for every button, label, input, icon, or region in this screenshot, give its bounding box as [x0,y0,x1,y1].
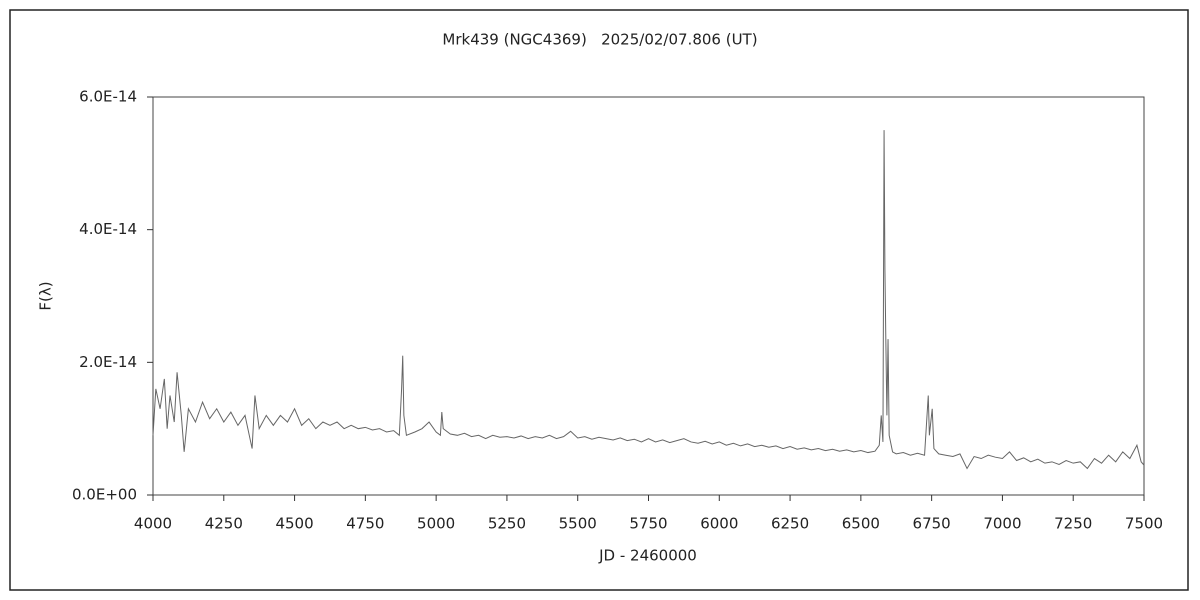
x-tick-label: 4500 [275,515,313,533]
y-tick-label: 6.0E-14 [79,88,137,106]
x-tick-label: 7250 [1054,515,1092,533]
x-tick-label: 4000 [134,515,172,533]
spectrum-line [152,130,1145,470]
chart-title: Mrk439 (NGC4369) 2025/02/07.806 (UT) [442,31,757,49]
x-tick-label: 4250 [205,515,243,533]
x-tick-label: 5750 [629,515,667,533]
x-tick-label: 6250 [771,515,809,533]
x-tick-label: 6750 [913,515,951,533]
y-axis-label: F(λ) [37,281,55,310]
x-tick-label: 7500 [1125,515,1163,533]
x-tick-label: 5250 [488,515,526,533]
y-tick-label: 2.0E-14 [79,353,137,371]
x-tick-label: 4750 [346,515,384,533]
x-tick-label: 5000 [417,515,455,533]
y-tick-label: 4.0E-14 [79,220,137,238]
x-axis-label: JD - 2460000 [598,547,697,565]
x-tick-label: 7000 [983,515,1021,533]
chart-frame [9,9,1189,591]
x-tick-label: 5500 [559,515,597,533]
y-tick-label: 0.0E+00 [72,486,137,504]
x-tick-label: 6500 [842,515,880,533]
x-tick-label: 6000 [700,515,738,533]
